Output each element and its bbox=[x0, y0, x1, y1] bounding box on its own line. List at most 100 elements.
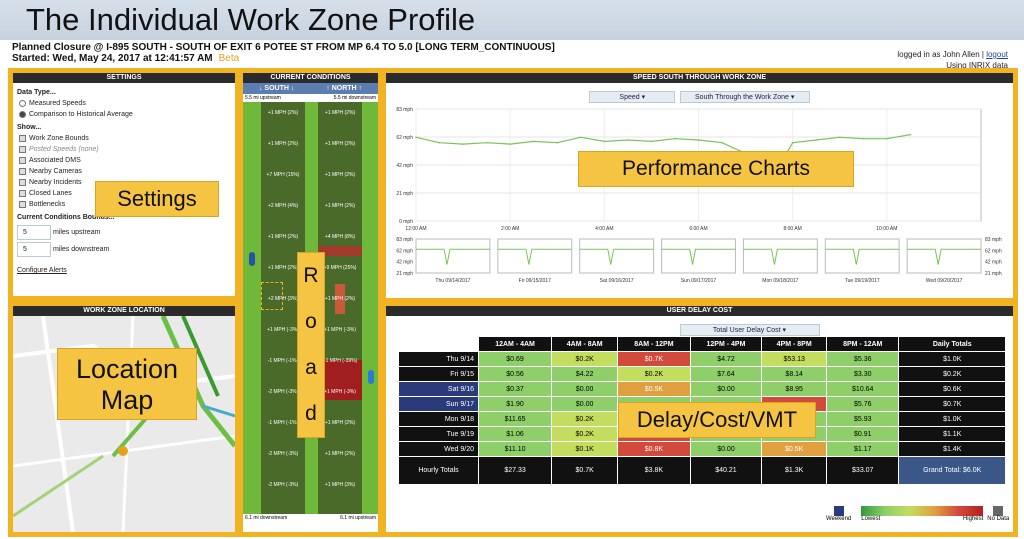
delay-cell[interactable]: $0.37 bbox=[477, 381, 553, 397]
column-header: 8PM - 12AM bbox=[826, 336, 900, 352]
bounds-label: Current Conditions Bounds... bbox=[17, 214, 115, 221]
x-tick-label: 2:00 AM bbox=[501, 226, 519, 232]
delay-cell[interactable]: $1.17 bbox=[826, 441, 900, 457]
delay-cell[interactable]: $1.06 bbox=[477, 426, 553, 442]
work-zone-marker-icon[interactable] bbox=[118, 446, 128, 456]
delay-cell[interactable]: $10.64 bbox=[826, 381, 900, 397]
delay-cell[interactable]: $5.36 bbox=[826, 351, 900, 367]
show-label: Show... bbox=[17, 124, 42, 131]
callout-road: R o a d bbox=[297, 252, 325, 438]
delay-cell[interactable]: $0.5K bbox=[617, 381, 691, 397]
data-type-label: Measured Speeds bbox=[29, 100, 86, 107]
show-option[interactable]: Closed Lanes bbox=[19, 188, 231, 199]
data-type-label: Data Type... bbox=[17, 89, 56, 96]
day-label: Wed 09/20/2017 bbox=[926, 278, 963, 284]
checkbox[interactable] bbox=[19, 156, 26, 164]
delay-cell[interactable]: $5.76 bbox=[826, 396, 900, 412]
mini-y-tick-label: 62 mph bbox=[396, 248, 413, 254]
delay-metric-dropdown[interactable]: Total User Delay Cost ▾ bbox=[679, 324, 820, 336]
delay-cell[interactable]: $7.64 bbox=[689, 366, 763, 382]
speed-delta-label: +4 MPH (8%) bbox=[324, 234, 356, 240]
delay-cell[interactable]: $0.00 bbox=[551, 396, 619, 412]
delay-cell[interactable]: $53.13 bbox=[761, 351, 828, 367]
radio-button[interactable] bbox=[19, 110, 26, 118]
delay-cell[interactable]: $0.00 bbox=[551, 381, 619, 397]
delay-cell[interactable]: $0.91 bbox=[826, 426, 900, 442]
delay-cell[interactable]: $0.00 bbox=[689, 441, 763, 457]
radio-button[interactable] bbox=[19, 99, 26, 107]
speed-delta-label: +1 MPH (2%) bbox=[324, 451, 356, 457]
delay-cell[interactable]: $8.95 bbox=[761, 381, 828, 397]
north-camera-icon[interactable] bbox=[368, 370, 374, 384]
daily-total: $0.7K bbox=[898, 396, 1006, 412]
column-header: 12PM - 4PM bbox=[689, 336, 763, 352]
delay-cell[interactable]: $0.56 bbox=[477, 366, 553, 382]
title-banner: The Individual Work Zone Profile bbox=[0, 0, 1024, 40]
upstream-row: 5 miles upstream bbox=[17, 225, 231, 240]
show-option[interactable]: Work Zone Bounds bbox=[19, 133, 231, 144]
show-option[interactable]: Bottlenecks bbox=[19, 199, 231, 210]
south-bottom-extent: 6.1 mi downstream bbox=[245, 515, 288, 521]
delay-cell[interactable]: $0.2K bbox=[551, 351, 619, 367]
day-mini-line bbox=[825, 248, 900, 265]
show-option[interactable]: Posted Speeds (none) bbox=[19, 144, 231, 155]
checkbox[interactable] bbox=[19, 200, 26, 208]
grand-total: Grand Total: $6.0K bbox=[898, 456, 1006, 485]
row-day-label: Tue 9/19 bbox=[398, 426, 479, 442]
data-type-option[interactable]: Comparison to Historical Average bbox=[19, 109, 231, 120]
delay-cell[interactable]: $5.93 bbox=[826, 411, 900, 427]
show-option[interactable]: Associated DMS bbox=[19, 155, 231, 166]
checkbox[interactable] bbox=[19, 145, 26, 153]
speed-point bbox=[650, 140, 653, 143]
delay-cell[interactable]: $0.2K bbox=[551, 426, 619, 442]
show-option-label: Posted Speeds (none) bbox=[29, 146, 99, 153]
delay-cell[interactable]: $0.2K bbox=[617, 366, 691, 382]
speed-point bbox=[556, 141, 559, 144]
delay-cell[interactable]: $0.00 bbox=[689, 381, 763, 397]
delay-cell[interactable]: $0.1K bbox=[551, 441, 619, 457]
speed-delta-label: -2 MPH (-3%) bbox=[267, 482, 299, 488]
delay-cell[interactable]: $0.8K bbox=[617, 441, 691, 457]
speed-point bbox=[415, 136, 417, 139]
road-letter: a bbox=[305, 356, 317, 379]
delay-cell[interactable]: $4.22 bbox=[551, 366, 619, 382]
checkbox[interactable] bbox=[19, 189, 26, 197]
north-top-extent: 5.5 mi downstream bbox=[333, 95, 376, 101]
speed-delta-label: +2 MPH (3%) bbox=[267, 296, 299, 302]
delay-cell[interactable]: $0.7K bbox=[617, 351, 691, 367]
road-diagram[interactable]: +1 MPH (2%) +1 MPH (2%) +7 MPH (15%) +2 MPH… bbox=[243, 102, 378, 514]
delay-cell[interactable]: $3.30 bbox=[826, 366, 900, 382]
delay-cell[interactable]: $0.69 bbox=[477, 351, 553, 367]
started-text: Started: Wed, May 24, 2017 at 12:41:57 A… bbox=[12, 53, 213, 64]
delay-cell[interactable]: $11.10 bbox=[477, 441, 553, 457]
day-label: Tue 09/19/2017 bbox=[845, 278, 880, 284]
delay-cell[interactable]: $0.2K bbox=[551, 411, 619, 427]
day-label: Fri 09/15/2017 bbox=[519, 278, 551, 284]
delay-cell[interactable]: $11.65 bbox=[477, 411, 553, 427]
delay-cell[interactable]: $1.90 bbox=[477, 396, 553, 412]
show-option[interactable]: Nearby Incidents bbox=[19, 177, 231, 188]
banner-title: The Individual Work Zone Profile bbox=[26, 2, 476, 37]
segment-dropdown[interactable]: South Through the Work Zone ▾ bbox=[679, 91, 810, 103]
speed-delta-label: +1 MPH (-3%) bbox=[324, 389, 356, 395]
checkbox[interactable] bbox=[19, 178, 26, 186]
day-mini-chart bbox=[824, 238, 900, 274]
show-option[interactable]: Nearby Cameras bbox=[19, 166, 231, 177]
downstream-stepper[interactable]: 5 bbox=[17, 242, 51, 257]
checkbox[interactable] bbox=[19, 134, 26, 142]
delay-cell[interactable]: $8.14 bbox=[761, 366, 828, 382]
delay-cell[interactable]: $0.5K bbox=[761, 441, 828, 457]
configure-alerts-link[interactable]: Configure Alerts bbox=[17, 267, 67, 274]
logout-link[interactable]: logout bbox=[986, 50, 1008, 59]
show-option-label: Nearby Incidents bbox=[29, 179, 82, 186]
checkbox[interactable] bbox=[19, 167, 26, 175]
north-slowdown-minor bbox=[318, 246, 362, 256]
speed-selectors: Speed ▾ South Through the Work Zone ▾ bbox=[386, 86, 1013, 104]
delay-cell[interactable]: $4.72 bbox=[689, 351, 763, 367]
south-camera-icon[interactable] bbox=[249, 252, 255, 266]
day-mini-chart bbox=[415, 238, 491, 274]
data-type-option[interactable]: Measured Speeds bbox=[19, 98, 231, 109]
legend-gradient bbox=[861, 506, 984, 516]
upstream-stepper[interactable]: 5 bbox=[17, 225, 51, 240]
